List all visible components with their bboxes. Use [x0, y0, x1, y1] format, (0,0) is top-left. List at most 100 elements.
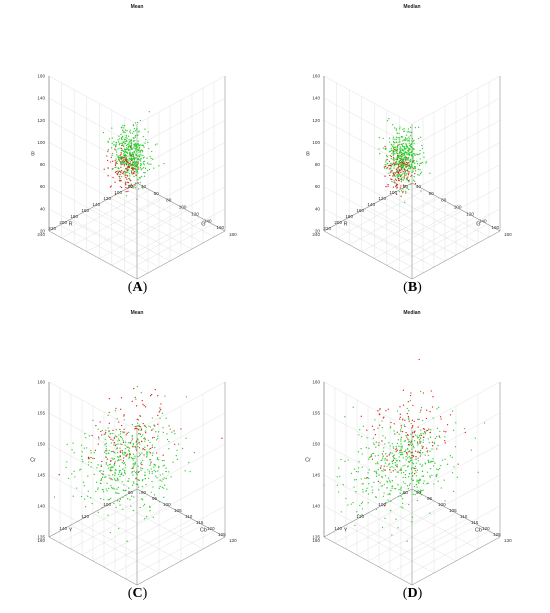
data-point-series-1	[420, 453, 422, 455]
data-point-series-1	[151, 417, 154, 419]
data-point-series-1	[400, 448, 402, 450]
data-point-series-1	[132, 509, 135, 512]
data-point-series-1	[381, 420, 383, 422]
data-point-series-2	[129, 453, 131, 455]
data-point-series-1	[129, 175, 131, 177]
data-point-series-1	[375, 470, 377, 472]
data-point-series-2	[400, 169, 402, 171]
data-point-series-1	[396, 410, 399, 412]
data-point-series-2	[138, 447, 141, 449]
data-point-series-1	[387, 493, 389, 496]
data-point-series-2	[391, 170, 393, 172]
data-point-series-1	[411, 143, 413, 145]
data-point-series-2	[126, 174, 128, 177]
data-point-series-1	[143, 437, 145, 440]
data-point-series-1	[403, 146, 406, 148]
data-point-series-2	[119, 451, 122, 453]
data-point-series-1	[124, 142, 126, 145]
z-tick-label: 120	[312, 118, 320, 123]
data-point-series-1	[402, 179, 405, 181]
data-point-series-1	[175, 454, 177, 457]
data-point-series-1	[388, 480, 391, 482]
data-point-series-1	[415, 462, 417, 464]
data-point-series-1	[141, 167, 143, 170]
data-point-series-1	[156, 143, 158, 145]
data-point-series-2	[370, 455, 373, 457]
data-point-series-1	[409, 148, 411, 151]
data-point-series-2	[107, 175, 109, 177]
data-point-series-2	[130, 164, 132, 167]
data-point-series-1	[455, 422, 457, 424]
data-point-series-2	[108, 430, 110, 432]
data-point-series-1	[105, 488, 107, 490]
data-point-series-2	[393, 151, 395, 153]
data-point-series-1	[136, 171, 138, 174]
z-tick-label: 160	[37, 74, 45, 79]
data-point-series-1	[135, 163, 137, 165]
x-axis-label: R	[69, 221, 73, 227]
data-point-series-2	[407, 416, 410, 418]
data-point-series-1	[134, 149, 137, 151]
data-point-series-1	[375, 446, 377, 448]
data-point-series-1	[114, 479, 116, 481]
data-point-series-2	[130, 183, 132, 185]
data-point-series-1	[153, 463, 155, 466]
data-point-series-1	[97, 464, 99, 466]
data-point-series-1	[129, 153, 131, 156]
data-point-series-1	[413, 485, 416, 488]
x-tick-label: 140	[92, 202, 100, 207]
data-point-series-2	[399, 406, 401, 408]
data-point-series-1	[419, 153, 421, 155]
data-point-series-1	[419, 158, 421, 160]
z-tick-label: 145	[37, 473, 45, 478]
data-point-series-1	[389, 154, 391, 157]
data-point-series-1	[131, 151, 134, 154]
data-point-series-1	[387, 499, 389, 501]
data-point-series-1	[398, 151, 401, 153]
data-point-series-1	[375, 463, 377, 465]
data-point-series-1	[163, 464, 165, 466]
data-point-series-1	[414, 154, 416, 156]
data-point-series-2	[87, 456, 90, 458]
data-point-series-1	[104, 438, 107, 441]
data-point-series-1	[138, 177, 140, 179]
data-point-series-2	[127, 187, 129, 189]
data-point-series-1	[159, 501, 161, 503]
data-point-series-1	[137, 188, 140, 190]
data-point-series-1	[149, 510, 151, 512]
data-point-series-2	[401, 161, 403, 164]
data-point-series-1	[385, 147, 387, 149]
data-point-series-1	[130, 139, 132, 141]
data-point-series-2	[397, 171, 400, 174]
data-point-series-1	[104, 443, 106, 446]
data-point-series-2	[121, 172, 123, 175]
data-point-series-1	[129, 184, 132, 187]
data-point-series-2	[409, 394, 412, 397]
data-point-series-1	[137, 178, 139, 181]
data-point-series-1	[140, 155, 142, 157]
data-point-series-1	[135, 170, 137, 172]
data-point-series-2	[386, 167, 389, 169]
data-point-series-2	[396, 449, 399, 451]
data-point-series-1	[362, 483, 364, 485]
data-point-series-2	[377, 410, 379, 412]
data-point-series-2	[151, 446, 153, 449]
data-point-series-1	[381, 526, 384, 529]
chart-panel-d: 80 100 120 140 160 90 95 100 105 110 115 120 125 130 1…	[275, 306, 550, 612]
data-point-series-1	[398, 175, 400, 177]
data-point-series-1	[119, 443, 121, 445]
x-tick-label: 200	[59, 220, 67, 225]
data-point-series-1	[161, 459, 164, 462]
data-point-series-1	[115, 158, 117, 160]
data-point-series-2	[138, 168, 140, 170]
data-point-series-1	[129, 131, 131, 133]
data-point-series-1	[404, 492, 406, 495]
data-point-series-2	[414, 183, 417, 185]
data-point-series-1	[390, 147, 392, 150]
grid-line	[400, 530, 490, 580]
data-point-series-2	[120, 157, 123, 159]
data-point-series-1	[136, 121, 139, 124]
data-point-series-1	[132, 443, 134, 445]
data-point-series-1	[132, 459, 134, 461]
data-point-series-1	[434, 462, 436, 464]
